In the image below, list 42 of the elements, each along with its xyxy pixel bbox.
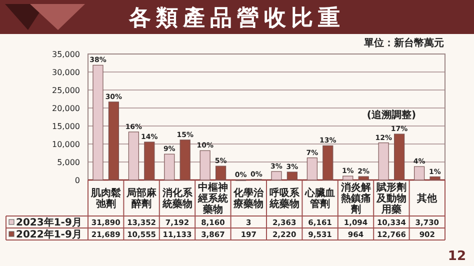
text: 12: [448, 249, 466, 264]
legend-label: 2023年1-9月: [16, 216, 82, 228]
x-tick-label: 化學治療藥物: [232, 187, 265, 210]
x-tick-label: 局部麻醉劑: [126, 187, 158, 210]
legend-label: 2022年1-9月: [16, 228, 82, 240]
bar: [180, 140, 190, 180]
bar: [92, 64, 104, 180]
x-tick-label: 呼吸系統藥物: [268, 187, 300, 210]
x-tick-label: 肌肉鬆弛劑: [90, 187, 121, 210]
y-tick-label: 10,000: [52, 140, 80, 149]
bar: [414, 166, 425, 180]
bar: [271, 171, 282, 180]
x-tick-label: 消化系統藥物: [161, 187, 194, 210]
bar: [342, 176, 354, 180]
bar: [394, 134, 405, 180]
bar: [378, 142, 389, 180]
bar: [286, 172, 298, 180]
bar: [358, 176, 369, 180]
x-tick-label: 消炎解熱鎮痛劑: [340, 182, 371, 216]
bar: [128, 132, 139, 180]
bar: [430, 176, 440, 180]
y-tick-label: 0: [74, 176, 80, 185]
y-tick-label: 35,000: [52, 50, 80, 59]
y-tick-label: 5,000: [57, 158, 80, 167]
x-tick-label: 中樞神經系統藥物: [196, 182, 228, 216]
x-tick-label: 心臟血管劑: [304, 187, 336, 210]
y-tick-label: 30,000: [52, 68, 80, 77]
bar: [322, 145, 334, 180]
chart-subtitle: 單位：新台幣萬元: [363, 37, 444, 49]
bar: [306, 158, 318, 180]
annotation: (追溯調整): [366, 109, 416, 122]
y-tick-label: 25,000: [52, 86, 80, 95]
x-tick-label: 其他: [416, 192, 438, 204]
bar: [216, 166, 226, 180]
bar: [144, 142, 155, 180]
chart-title: 各類產品營收比重: [128, 6, 345, 31]
bar: [108, 102, 119, 180]
y-tick-label: 15,000: [52, 122, 80, 131]
bar: [200, 150, 210, 180]
bar: [164, 154, 175, 180]
y-tick-label: 20,000: [52, 104, 80, 113]
x-tick-label: 賦形劑及動物用藥: [375, 182, 406, 216]
